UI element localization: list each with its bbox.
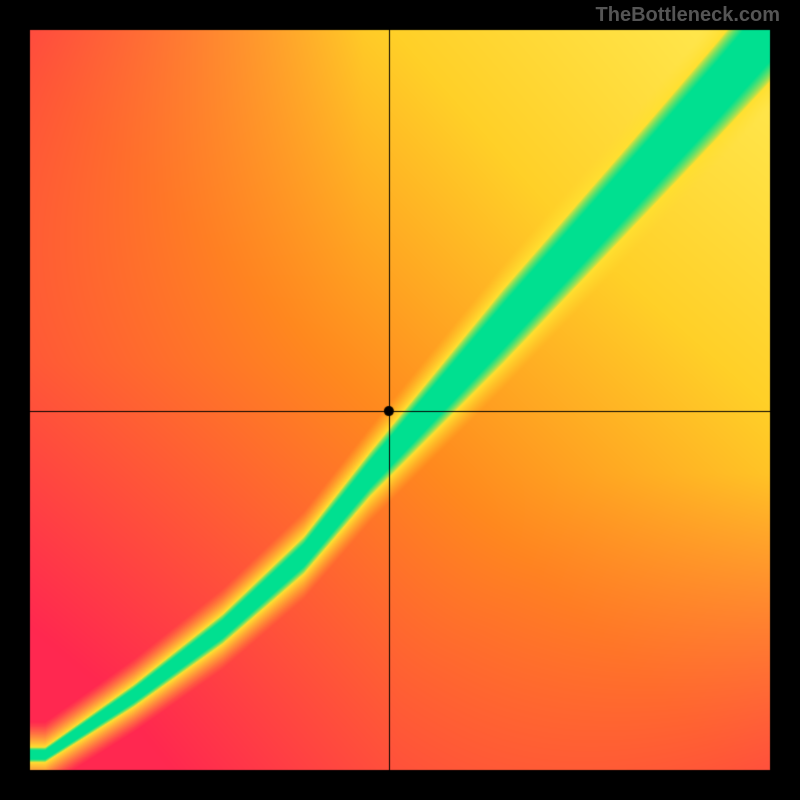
heatmap-canvas <box>0 0 800 800</box>
chart-container: TheBottleneck.com <box>0 0 800 800</box>
watermark-text: TheBottleneck.com <box>596 4 780 27</box>
